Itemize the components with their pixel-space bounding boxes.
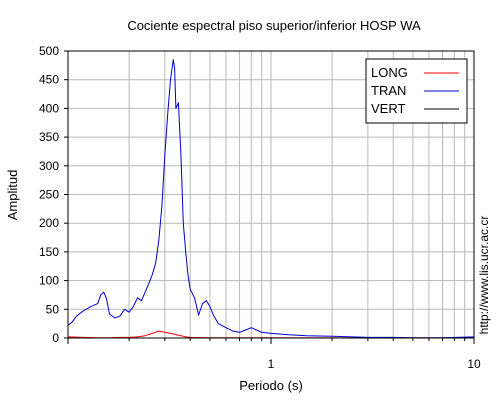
y-tick-label: 250 xyxy=(39,188,59,202)
y-tick-label: 0 xyxy=(52,331,59,345)
chart-title: Cociente espectral piso superior/inferio… xyxy=(127,18,421,33)
y-axis-label: Amplitud xyxy=(5,170,20,221)
y-tick-label: 50 xyxy=(46,302,60,316)
x-tick-label: 10 xyxy=(467,357,481,371)
x-axis-label: Periodo (s) xyxy=(239,378,303,393)
y-tick-label: 400 xyxy=(39,101,59,115)
legend-label-long: LONG xyxy=(371,65,408,80)
credit-url: http://www.lis.ucr.ac.cr xyxy=(477,216,491,335)
y-tick-label: 450 xyxy=(39,73,59,87)
series-line-tran xyxy=(67,59,475,339)
y-tick-label: 350 xyxy=(39,130,59,144)
y-tick-label: 200 xyxy=(39,216,59,230)
x-tick-label: 1 xyxy=(268,357,275,371)
y-tick-label: 300 xyxy=(39,159,59,173)
y-tick-label: 100 xyxy=(39,274,59,288)
y-tick-label: 500 xyxy=(39,44,59,58)
legend-label-vert: VERT xyxy=(371,101,405,116)
y-axis-ticks: 0 50 100 150 200 250 300 350 400 450 500 xyxy=(39,44,68,345)
legend-label-tran: TRAN xyxy=(371,83,406,98)
x-axis-ticks: 1 10 xyxy=(67,338,481,371)
y-tick-label: 150 xyxy=(39,245,59,259)
legend: LONG TRAN VERT xyxy=(365,58,468,124)
